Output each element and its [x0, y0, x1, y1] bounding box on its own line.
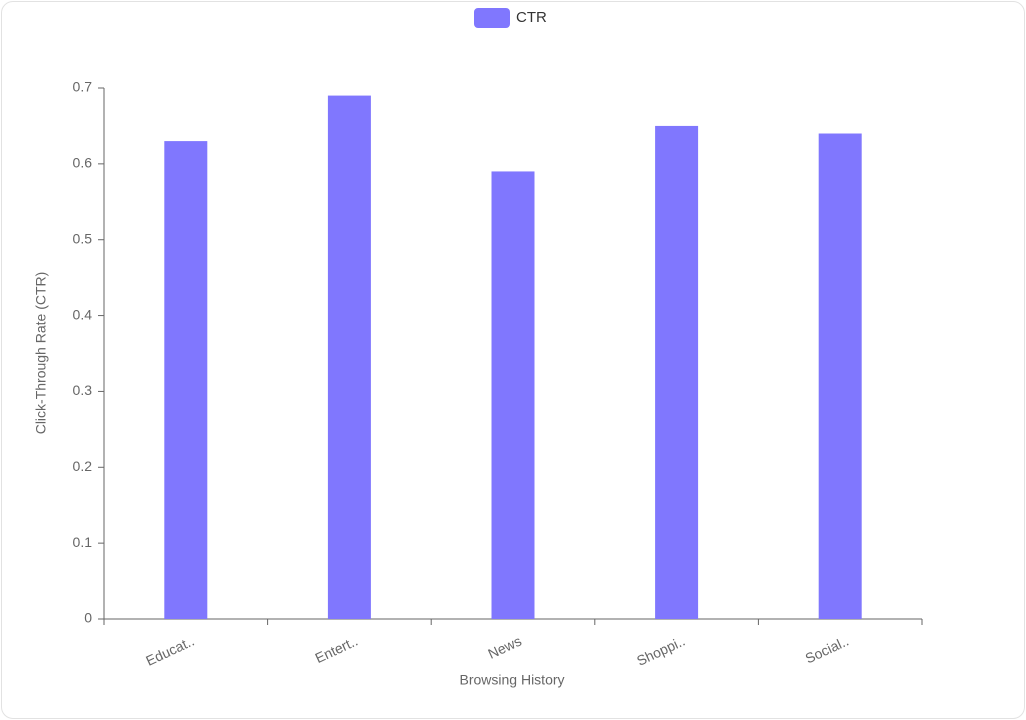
x-tick-label: Educat.. — [143, 633, 196, 669]
y-tick-label: 0.1 — [73, 534, 93, 550]
y-tick-label: 0.6 — [73, 155, 93, 171]
y-tick-label: 0.3 — [73, 382, 93, 398]
x-axis-label: Browsing History — [459, 672, 564, 688]
y-tick-label: 0.4 — [73, 306, 93, 322]
x-tick-label: Social.. — [803, 633, 851, 667]
legend-label: CTR — [516, 9, 547, 26]
y-tick-label: 0.2 — [73, 458, 93, 474]
x-tick-label: Shoppi.. — [634, 633, 687, 669]
y-tick-label: 0 — [84, 610, 92, 626]
bar — [164, 141, 208, 619]
y-tick-label: 0.7 — [73, 79, 93, 95]
legend-swatch — [474, 8, 510, 28]
bar — [655, 125, 699, 619]
x-tick-label: Entert.. — [313, 633, 361, 667]
y-axis-label: Click-Through Rate (CTR) — [33, 272, 49, 435]
bar — [491, 171, 535, 619]
x-tick-label: News — [485, 633, 523, 662]
bar — [818, 133, 862, 619]
y-tick-label: 0.5 — [73, 230, 93, 246]
bar — [327, 95, 371, 620]
